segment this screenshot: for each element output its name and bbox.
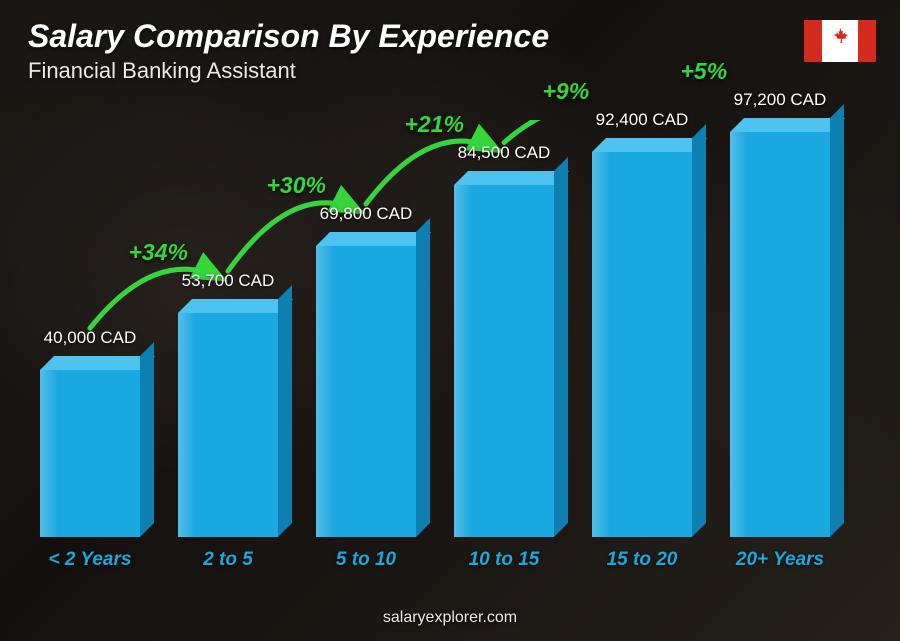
x-axis-label: 10 to 15 xyxy=(444,549,564,571)
x-axis-labels: < 2 Years 2 to 5 5 to 10 10 to 15 15 to 20 20… xyxy=(30,549,840,571)
flag-band-left xyxy=(804,20,822,62)
bar-top-face xyxy=(316,232,431,246)
bar-front xyxy=(40,370,141,537)
bar-value-label: 97,200 CAD xyxy=(734,90,827,110)
bar-value-label: 69,800 CAD xyxy=(320,204,413,224)
bar-front xyxy=(592,152,693,537)
growth-percent-label: +9% xyxy=(542,78,589,105)
x-axis-label: 2 to 5 xyxy=(168,549,288,571)
bar-slot: 84,500 CAD xyxy=(444,120,564,537)
flag-band-right xyxy=(858,20,876,62)
bar-front xyxy=(178,313,279,537)
x-axis-label: 20+ Years xyxy=(720,549,840,571)
bar: 97,200 CAD xyxy=(730,132,831,537)
bar-side-face xyxy=(692,124,706,537)
footer-attribution: salaryexplorer.com xyxy=(0,609,900,627)
bar-slot: 40,000 CAD xyxy=(30,120,150,537)
bar-top-face xyxy=(730,118,845,132)
bar-side-face xyxy=(416,218,430,537)
growth-percent-label: +34% xyxy=(128,239,187,266)
bar-side-face xyxy=(140,342,154,537)
bar-front xyxy=(316,246,417,537)
bar-side-face xyxy=(830,104,844,537)
bar-value-label: 84,500 CAD xyxy=(458,143,551,163)
bar: 69,800 CAD xyxy=(316,246,417,537)
bar-value-label: 53,700 CAD xyxy=(182,271,275,291)
growth-percent-label: +21% xyxy=(404,111,463,138)
maple-leaf-icon xyxy=(830,28,850,54)
bar-slot: 97,200 CAD xyxy=(720,120,840,537)
x-axis-label: 15 to 20 xyxy=(582,549,702,571)
x-axis-label: < 2 Years xyxy=(30,549,150,571)
chart-title: Salary Comparison By Experience xyxy=(28,18,549,55)
bar: 92,400 CAD xyxy=(592,152,693,537)
bar-side-face xyxy=(554,157,568,537)
flag-band-center xyxy=(822,20,858,62)
bar-side-face xyxy=(278,285,292,537)
chart-subtitle: Financial Banking Assistant xyxy=(28,58,296,84)
growth-percent-label: +30% xyxy=(266,172,325,199)
bar-slot: 92,400 CAD xyxy=(582,120,702,537)
salary-chart-infographic: Salary Comparison By Experience Financia… xyxy=(0,0,900,641)
bar: 84,500 CAD xyxy=(454,185,555,537)
bar-value-label: 92,400 CAD xyxy=(596,110,689,130)
bar-front xyxy=(454,185,555,537)
bar-value-label: 40,000 CAD xyxy=(44,328,137,348)
bar: 53,700 CAD xyxy=(178,313,279,537)
bar: 40,000 CAD xyxy=(40,370,141,537)
country-flag-canada xyxy=(804,20,876,62)
bar-top-face xyxy=(40,356,155,370)
bar-front xyxy=(730,132,831,537)
plot-area: 40,000 CAD 53,700 CAD 69,800 CAD 84,500 CAD… xyxy=(30,120,840,571)
bar-top-face xyxy=(592,138,707,152)
bar-top-face xyxy=(454,171,569,185)
growth-percent-label: +5% xyxy=(680,58,727,85)
bar-top-face xyxy=(178,299,293,313)
bars-container: 40,000 CAD 53,700 CAD 69,800 CAD 84,500 CAD… xyxy=(30,120,840,537)
x-axis-label: 5 to 10 xyxy=(306,549,426,571)
